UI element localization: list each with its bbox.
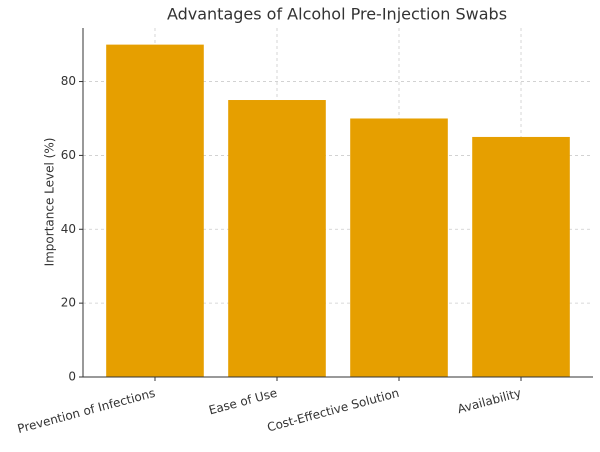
y-tick-label: 60 — [61, 148, 76, 162]
x-tick-label: Ease of Use — [207, 386, 278, 418]
y-tick-label: 40 — [61, 222, 76, 236]
y-axis-label: Importance Level (%) — [43, 138, 57, 267]
x-tick-label: Prevention of Infections — [16, 386, 157, 436]
bar — [350, 118, 448, 378]
chart-title: Advantages of Alcohol Pre-Injection Swab… — [167, 5, 507, 24]
y-tick-label: 80 — [61, 74, 76, 88]
bar — [472, 136, 570, 377]
x-tick-label: Cost-Effective Solution — [266, 386, 401, 435]
bar — [228, 100, 326, 378]
y-tick-label: 20 — [61, 296, 76, 310]
y-tick-label: 0 — [68, 370, 76, 384]
x-tick-label: Availability — [456, 386, 523, 416]
bar — [106, 44, 204, 377]
